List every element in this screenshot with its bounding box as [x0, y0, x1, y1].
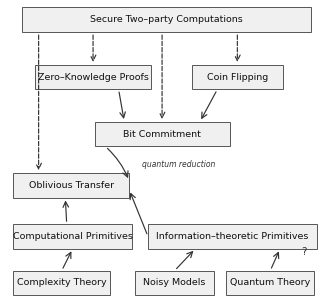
Text: Secure Two–party Computations: Secure Two–party Computations [90, 15, 243, 24]
Text: Noisy Models: Noisy Models [144, 278, 206, 288]
FancyBboxPatch shape [13, 271, 110, 295]
Text: Bit Commitment: Bit Commitment [123, 130, 201, 139]
Text: Complexity Theory: Complexity Theory [17, 278, 107, 288]
Text: Coin Flipping: Coin Flipping [207, 72, 268, 82]
FancyBboxPatch shape [35, 65, 151, 89]
FancyBboxPatch shape [192, 65, 283, 89]
Text: Information–theoretic Primitives: Information–theoretic Primitives [156, 232, 309, 241]
FancyBboxPatch shape [13, 173, 129, 198]
FancyBboxPatch shape [95, 122, 230, 146]
FancyBboxPatch shape [226, 271, 314, 295]
FancyBboxPatch shape [148, 224, 317, 249]
Text: quantum reduction: quantum reduction [142, 160, 215, 169]
FancyBboxPatch shape [23, 7, 311, 32]
Text: Zero–Knowledge Proofs: Zero–Knowledge Proofs [38, 72, 148, 82]
FancyBboxPatch shape [13, 224, 132, 249]
FancyBboxPatch shape [135, 271, 214, 295]
Text: ?: ? [301, 247, 306, 257]
Text: Computational Primitives: Computational Primitives [13, 232, 133, 241]
Text: Quantum Theory: Quantum Theory [230, 278, 310, 288]
Text: Oblivious Transfer: Oblivious Transfer [28, 181, 114, 190]
